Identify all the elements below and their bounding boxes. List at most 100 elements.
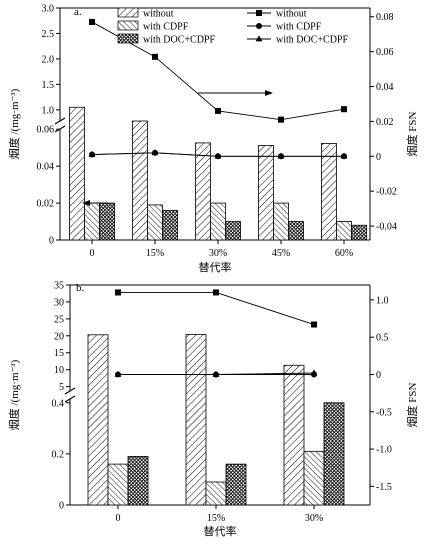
legend-label: without <box>143 9 174 20</box>
y-right-tick-label: 0 <box>376 370 381 381</box>
line-marker-square <box>215 107 221 114</box>
x-tick-label: 45% <box>272 248 290 259</box>
x-tick-label: 60% <box>335 248 353 259</box>
legend-label: without <box>276 9 307 20</box>
axis-break-mark <box>64 395 76 403</box>
bar-with-doc-cdpf <box>225 463 247 506</box>
y-left-tick-label: 35 <box>54 281 64 292</box>
y-left-tick-label: 25 <box>54 314 64 325</box>
bar-with-cdpf <box>303 450 325 506</box>
line-marker-square <box>341 106 347 113</box>
bar-with-cdpf <box>147 204 163 241</box>
legend-marker-circle <box>256 23 262 29</box>
legend-label: with CDPF <box>143 22 189 33</box>
bar-without <box>69 106 85 241</box>
x-axis-title: 替代率 <box>204 524 237 538</box>
bar-with-cdpf <box>273 202 289 241</box>
y-left-tick-label: 0.06 <box>37 125 55 136</box>
legend-swatch <box>117 20 139 31</box>
bar-with-doc-cdpf <box>323 402 345 506</box>
panel-label: b. <box>76 282 85 294</box>
x-tick-label: 0 <box>90 248 95 259</box>
x-tick-label: 30% <box>209 248 227 259</box>
y-right-axis-title: 烟度 FSN <box>405 111 419 156</box>
y-left-tick-label: 0.4 <box>52 398 65 409</box>
line-marker-square <box>89 18 95 25</box>
panel-label: a. <box>74 6 82 18</box>
y-left-tick-label: 5 <box>59 382 64 393</box>
bar-with-cdpf <box>210 202 226 241</box>
legend: without with CDPF with DOC+CDPF without with… <box>117 7 348 46</box>
bar-without <box>132 120 148 241</box>
axis-break-mark <box>64 387 76 395</box>
y-right-tick-label: -0.02 <box>376 187 397 198</box>
y-right-tick-label: 0.02 <box>376 117 394 128</box>
line-marker-triangle <box>114 370 122 377</box>
y-left-tick-label: 1.5 <box>42 80 55 91</box>
line-marker-triangle <box>212 370 220 377</box>
x-tick-label: 0 <box>116 513 121 524</box>
line-marker-square <box>311 321 317 328</box>
bar-with-cdpf <box>84 202 100 241</box>
legend-label: with DOC+CDPF <box>276 35 348 46</box>
line-marker-square <box>115 289 121 296</box>
line-marker-triangle <box>151 149 159 156</box>
y-right-tick-label: -0.5 <box>376 407 392 418</box>
bar-without <box>258 145 274 241</box>
bar-with-doc-cdpf <box>127 456 149 506</box>
line-marker-square <box>152 53 158 60</box>
line-marker-square <box>278 116 284 123</box>
bar-with-cdpf <box>205 481 227 506</box>
y-left-tick-label: 30 <box>54 297 64 308</box>
bar-with-doc-cdpf <box>225 221 241 241</box>
bar-with-doc-cdpf <box>162 210 178 241</box>
y-right-tick-label: 0.08 <box>376 12 394 23</box>
panel-a: 0 0.02 0.04 0.06 1.0 1.5 2.0 2.5 3.0 -0.04 -0.02 0 0… <box>7 4 419 275</box>
line-marker-triangle <box>88 150 96 157</box>
y-left-tick-label: 2.0 <box>42 54 55 65</box>
x-tick-label: 30% <box>305 513 323 524</box>
axis-break-mark <box>54 117 66 125</box>
line-marker-triangle <box>340 152 348 159</box>
y-left-tick-label: 3.0 <box>42 4 55 15</box>
bar-without <box>87 334 109 506</box>
line-marker-triangle <box>277 152 285 159</box>
y-left-tick-label: 2.5 <box>42 29 55 40</box>
bar-without <box>321 143 337 241</box>
bar-with-doc-cdpf <box>99 202 115 241</box>
y-right-tick-label: 1.0 <box>376 295 389 306</box>
y-right-tick-label: -1.0 <box>376 445 392 456</box>
line-marker-square <box>213 289 219 296</box>
y-left-tick-label: 15 <box>54 348 64 359</box>
bar-with-doc-cdpf <box>351 224 367 241</box>
x-tick-label: 15% <box>207 513 225 524</box>
bar-without <box>185 334 207 506</box>
legend-marker-triangle <box>255 35 263 42</box>
legend-marker-square <box>256 10 262 16</box>
y-right-tick-label: 0.06 <box>376 47 394 58</box>
y-left-axis-title: 烟度 /(mg·m⁻³) <box>7 359 21 430</box>
panel-b: 0 0.2 0.4 5 10 15 20 25 30 35 -1.5 -1.0 -0.5 0 0.5 1.0 0… <box>7 281 419 539</box>
line-marker-triangle <box>214 152 222 159</box>
legend-label: with DOC+CDPF <box>143 35 215 46</box>
bar-with-cdpf <box>107 463 129 506</box>
y-left-tick-label: 0.02 <box>37 199 55 210</box>
bar-without <box>195 142 211 241</box>
y-left-tick-label: 0.04 <box>37 162 55 173</box>
y-left-tick-label: 1.0 <box>42 105 55 116</box>
y-left-tick-label: 0 <box>59 501 64 512</box>
y-right-tick-label: 0.5 <box>376 333 389 344</box>
y-left-tick-label: 0.2 <box>52 449 65 460</box>
line-without <box>118 292 315 325</box>
y-left-tick-label: 10 <box>54 365 64 376</box>
bar-with-cdpf <box>336 221 352 241</box>
y-right-tick-label: -1.5 <box>376 482 392 493</box>
x-axis-title: 替代率 <box>199 260 232 274</box>
y-right-tick-label: -0.04 <box>376 222 397 233</box>
legend-swatch <box>117 33 139 44</box>
y-right-axis-title: 烟度 FSN <box>405 382 419 427</box>
line-marker-triangle <box>310 369 318 376</box>
legend-label: with CDPF <box>276 22 322 33</box>
y-left-tick-label: 20 <box>54 331 64 342</box>
